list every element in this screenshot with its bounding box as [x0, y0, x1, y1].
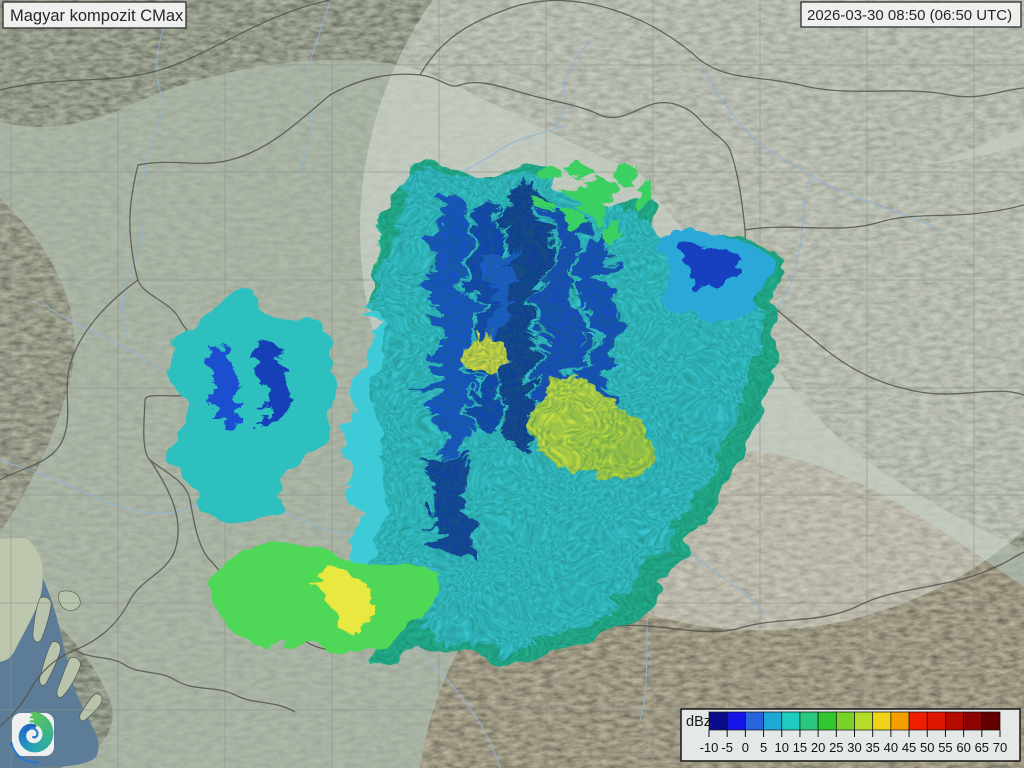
svg-text:50: 50: [920, 740, 934, 755]
svg-text:0: 0: [742, 740, 749, 755]
svg-text:-10: -10: [700, 740, 719, 755]
svg-text:35: 35: [865, 740, 879, 755]
svg-text:-5: -5: [721, 740, 733, 755]
svg-text:20: 20: [811, 740, 825, 755]
svg-text:45: 45: [902, 740, 916, 755]
svg-text:2026-03-30 08:50 (06:50 UTC): 2026-03-30 08:50 (06:50 UTC): [807, 7, 1012, 24]
svg-text:Magyar kompozit CMax: Magyar kompozit CMax: [10, 7, 184, 25]
svg-text:65: 65: [975, 740, 989, 755]
svg-text:55: 55: [938, 740, 952, 755]
svg-text:40: 40: [884, 740, 898, 755]
svg-text:25: 25: [829, 740, 843, 755]
svg-text:70: 70: [993, 740, 1007, 755]
svg-text:10: 10: [775, 740, 789, 755]
svg-text:60: 60: [956, 740, 970, 755]
svg-text:15: 15: [793, 740, 807, 755]
svg-text:dBz: dBz: [686, 714, 711, 730]
svg-text:5: 5: [760, 740, 767, 755]
svg-text:30: 30: [847, 740, 861, 755]
